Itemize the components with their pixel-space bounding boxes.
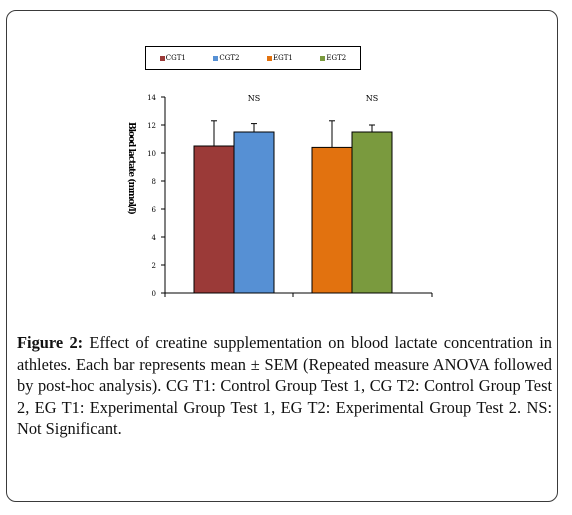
legend-label-cgt2: CGT2: [219, 54, 240, 62]
y-axis-label: Blood lactate (mmol/l): [126, 122, 136, 214]
legend-item-cgt2: CGT2: [213, 54, 239, 62]
figure-caption: Figure 2: Effect of creatine supplementa…: [17, 332, 552, 440]
legend-label-egt2: EGT2: [326, 54, 347, 62]
y-tick-label: 2: [152, 262, 156, 270]
legend-item-egt2: EGT2: [320, 54, 346, 62]
legend-swatch-egt1: [267, 55, 273, 61]
chart-legend: CGT1 CGT2 EGT1 EGT2: [145, 46, 361, 70]
caption-label: Figure 2:: [17, 333, 84, 352]
bar-chart: 0 2 4 6 8 10 12 14 NS NS: [147, 94, 433, 298]
y-tick-label: 0: [152, 290, 156, 298]
y-tick-label: 4: [152, 234, 157, 242]
legend-swatch-cgt1: [159, 55, 165, 61]
figure-frame: [6, 10, 558, 502]
y-tick-label: 6: [152, 206, 157, 214]
legend-swatch-cgt2: [213, 55, 219, 61]
legend-label-egt1: EGT1: [273, 54, 293, 62]
legend-item-egt1: EGT1: [267, 54, 293, 62]
caption-text: Effect of creatine supplementation on bl…: [17, 333, 552, 438]
legend-swatch-egt2: [320, 55, 326, 61]
bar-cgt1: [193, 145, 235, 294]
legend-item-cgt1: CGT1: [159, 54, 186, 62]
bar-cgt2: [233, 131, 275, 294]
y-tick-label: 14: [147, 94, 156, 102]
y-tick-label: 12: [147, 122, 156, 130]
y-tick-label: 10: [147, 150, 156, 158]
legend-label-cgt1: CGT1: [165, 54, 186, 62]
bar-egt1: [311, 146, 353, 294]
significance-label: NS: [366, 94, 378, 103]
y-tick-label: 8: [152, 178, 156, 186]
bar-egt2: [351, 131, 393, 294]
significance-label: NS: [248, 94, 260, 103]
